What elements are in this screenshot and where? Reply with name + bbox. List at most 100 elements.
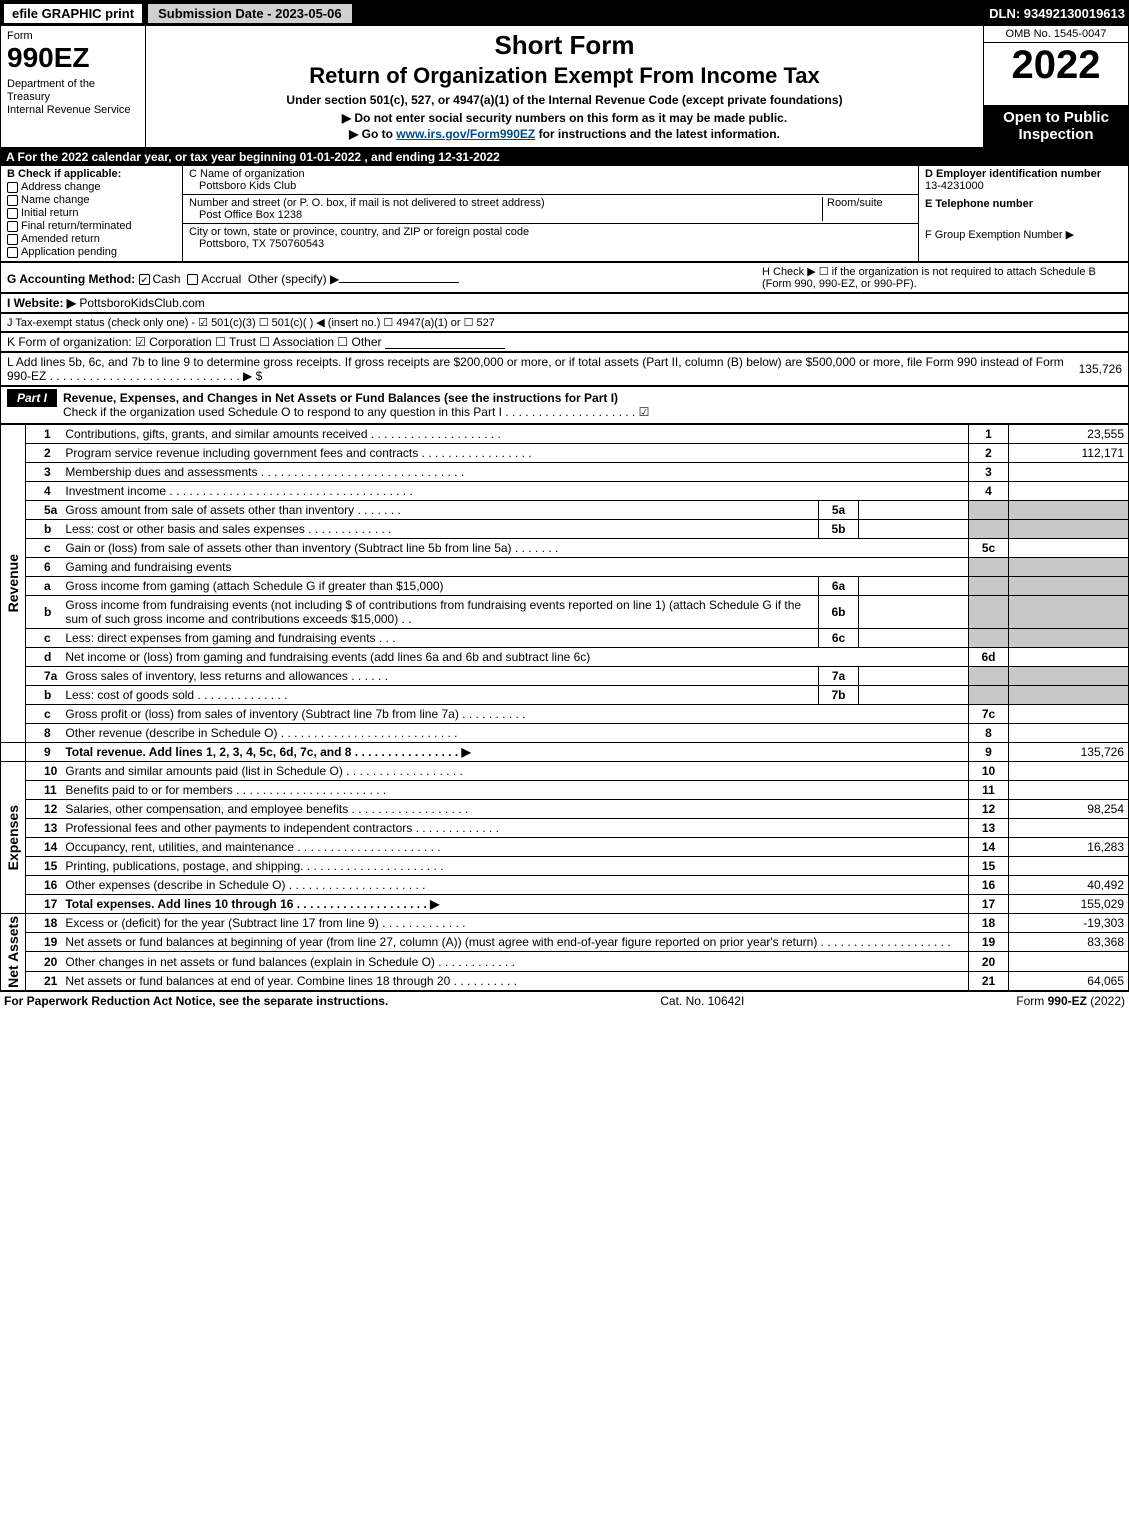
line-5b-desc: Less: cost or other basis and sales expe… [61, 520, 818, 539]
i-label: I Website: ▶ [7, 296, 76, 310]
line-8-desc: Other revenue (describe in Schedule O) .… [61, 724, 968, 743]
footer-left: For Paperwork Reduction Act Notice, see … [4, 994, 388, 1008]
d-ein-value: 13-4231000 [925, 180, 1122, 192]
footer: For Paperwork Reduction Act Notice, see … [0, 991, 1129, 1010]
line-18-val: -19,303 [1009, 914, 1129, 933]
cb-name-change[interactable]: Name change [7, 194, 176, 206]
header-mid: Short Form Return of Organization Exempt… [146, 26, 983, 147]
submission-date-button[interactable]: Submission Date - 2023-05-06 [148, 4, 352, 23]
under-section: Under section 501(c), 527, or 4947(a)(1)… [156, 93, 973, 107]
c-city-label: City or town, state or province, country… [189, 226, 912, 238]
g-label: G Accounting Method: [7, 272, 135, 286]
line-2-val: 112,171 [1009, 444, 1129, 463]
part1-check: Check if the organization used Schedule … [63, 405, 1116, 419]
row-a: A For the 2022 calendar year, or tax yea… [0, 148, 1129, 166]
row-i: I Website: ▶ PottsboroKidsClub.com [0, 293, 1129, 313]
omb-number: OMB No. 1545-0047 [984, 26, 1128, 43]
k-other-input[interactable] [385, 335, 505, 349]
line-1-no: 1 [26, 425, 62, 444]
line-6c-desc: Less: direct expenses from gaming and fu… [61, 629, 818, 648]
f-group-label: F Group Exemption Number ▶ [925, 228, 1122, 241]
cb-final-return[interactable]: Final return/terminated [7, 220, 176, 232]
block-bcdef: B Check if applicable: Address change Na… [0, 166, 1129, 262]
c-name-label: C Name of organization [189, 168, 912, 180]
efile-button[interactable]: efile GRAPHIC print [4, 4, 142, 23]
cb-application-pending[interactable]: Application pending [7, 246, 176, 258]
line-6-desc: Gaming and fundraising events [61, 558, 968, 577]
line-10-desc: Grants and similar amounts paid (list in… [61, 762, 968, 781]
cb-cash[interactable] [139, 274, 150, 285]
footer-mid: Cat. No. 10642I [660, 994, 744, 1008]
k-text: K Form of organization: ☑ Corporation ☐ … [7, 335, 382, 349]
form-label: Form [7, 30, 139, 42]
line-19-val: 83,368 [1009, 933, 1129, 952]
cb-address-change[interactable]: Address change [7, 181, 176, 193]
header-left: Form 990EZ Department of the Treasury In… [1, 26, 146, 147]
line-21-val: 64,065 [1009, 971, 1129, 990]
c-addr-row: Number and street (or P. O. box, if mail… [183, 195, 918, 224]
expenses-label: Expenses [5, 805, 21, 870]
line-7c-desc: Gross profit or (loss) from sales of inv… [61, 705, 968, 724]
line-1-desc: Contributions, gifts, grants, and simila… [61, 425, 968, 444]
line-9-val: 135,726 [1009, 743, 1129, 762]
line-6b-desc: Gross income from fundraising events (no… [61, 596, 818, 629]
i-value: PottsboroKidsClub.com [79, 296, 204, 310]
line-16-val: 40,492 [1009, 876, 1129, 895]
cb-accrual[interactable] [187, 274, 198, 285]
dept-label: Department of the Treasury Internal Reve… [7, 78, 139, 118]
ssn-note: ▶ Do not enter social security numbers o… [156, 111, 973, 125]
line-6d-desc: Net income or (loss) from gaming and fun… [61, 648, 968, 667]
row-l: L Add lines 5b, 6c, and 7b to line 9 to … [0, 352, 1129, 386]
g-accounting: G Accounting Method: Cash Accrual Other … [7, 269, 459, 286]
c-name-value: Pottsboro Kids Club [189, 180, 912, 192]
line-14-val: 16,283 [1009, 838, 1129, 857]
line-1-val: 23,555 [1009, 425, 1129, 444]
line-5c-desc: Gain or (loss) from sale of assets other… [61, 539, 968, 558]
c-addr-label: Number and street (or P. O. box, if mail… [189, 197, 822, 209]
cb-amended-return[interactable]: Amended return [7, 233, 176, 245]
line-3-desc: Membership dues and assessments . . . . … [61, 463, 968, 482]
g-other: Other (specify) ▶ [248, 272, 339, 286]
line-17-val: 155,029 [1009, 895, 1129, 914]
header-right: OMB No. 1545-0047 2022 Open to Public In… [983, 26, 1128, 147]
tax-year: 2022 [984, 43, 1128, 87]
c-addr-value: Post Office Box 1238 [189, 209, 822, 221]
irs-link[interactable]: www.irs.gov/Form990EZ [396, 127, 535, 141]
col-def: D Employer identification number 13-4231… [918, 166, 1128, 261]
top-bar: efile GRAPHIC print Submission Date - 20… [0, 0, 1129, 26]
lines-table: Revenue 1 Contributions, gifts, grants, … [0, 424, 1129, 991]
dln-label: DLN: 93492130019613 [989, 6, 1125, 21]
form-number: 990EZ [7, 44, 139, 72]
b-label: B Check if applicable: [7, 168, 176, 180]
footer-right: Form 990-EZ (2022) [1016, 994, 1125, 1008]
row-gh: G Accounting Method: Cash Accrual Other … [0, 262, 1129, 293]
d-ein-label: D Employer identification number [925, 168, 1122, 180]
g-cash: Cash [153, 272, 181, 286]
g-accrual: Accrual [201, 272, 241, 286]
line-7b-desc: Less: cost of goods sold . . . . . . . .… [61, 686, 818, 705]
line-2-desc: Program service revenue including govern… [61, 444, 968, 463]
return-title: Return of Organization Exempt From Incom… [156, 63, 973, 89]
goto-prefix: ▶ Go to [349, 127, 396, 141]
part1-title: Revenue, Expenses, and Changes in Net As… [63, 391, 1116, 405]
line-6a-desc: Gross income from gaming (attach Schedul… [61, 577, 818, 596]
form-header: Form 990EZ Department of the Treasury In… [0, 26, 1129, 148]
col-c: C Name of organization Pottsboro Kids Cl… [183, 166, 918, 261]
g-other-input[interactable] [339, 269, 459, 283]
c-name-row: C Name of organization Pottsboro Kids Cl… [183, 166, 918, 195]
cb-initial-return[interactable]: Initial return [7, 207, 176, 219]
open-inspection: Open to Public Inspection [984, 105, 1128, 147]
e-phone-label: E Telephone number [925, 198, 1122, 210]
line-4-desc: Investment income . . . . . . . . . . . … [61, 482, 968, 501]
part1-header: Part I Revenue, Expenses, and Changes in… [0, 386, 1129, 424]
l-text: L Add lines 5b, 6c, and 7b to line 9 to … [7, 355, 1075, 383]
row-k: K Form of organization: ☑ Corporation ☐ … [0, 332, 1129, 352]
l-value: 135,726 [1079, 362, 1122, 376]
line-5a-desc: Gross amount from sale of assets other t… [61, 501, 818, 520]
c-city-value: Pottsboro, TX 750760543 [189, 238, 912, 250]
room-suite-label: Room/suite [822, 197, 912, 221]
netassets-label: Net Assets [5, 916, 21, 988]
e-phone-value [925, 210, 1122, 222]
line-9-desc: Total revenue. Add lines 1, 2, 3, 4, 5c,… [61, 743, 968, 762]
col-b: B Check if applicable: Address change Na… [1, 166, 183, 261]
